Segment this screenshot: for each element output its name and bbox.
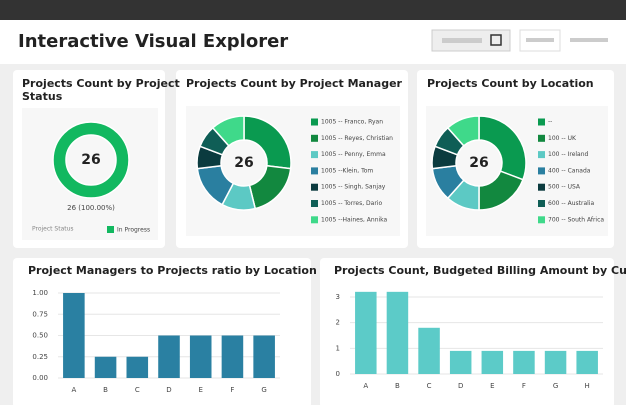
donut-slice: [446, 115, 480, 147]
chart-title: Project Managers to Projects ratio by Lo…: [28, 264, 317, 277]
legend-label: 1005 -- Reyes, Christian: [321, 135, 393, 142]
legend-label: 1005 -- Franco, Ryan: [321, 119, 383, 126]
legend-swatch: [311, 200, 318, 207]
legend-swatch: [311, 183, 318, 191]
bar: [253, 335, 275, 378]
legend-swatch: [538, 134, 545, 142]
legend-label: --: [548, 119, 552, 126]
x-tick-label: B: [395, 382, 400, 390]
bar: [449, 350, 472, 374]
legend-label: 1005 -- Torres, Dario: [321, 200, 382, 207]
legend-label: 600 -- Australia: [548, 200, 594, 207]
legend-label: 500 -- USA: [548, 184, 581, 191]
bar: [63, 293, 85, 378]
y-tick-label: 1: [336, 344, 340, 352]
legend-swatch: [311, 151, 318, 159]
bar: [126, 356, 149, 378]
x-tick-label: C: [427, 382, 432, 390]
top-bar: [0, 0, 626, 20]
y-tick-label: 0: [336, 370, 340, 378]
legend-swatch: [311, 134, 318, 142]
legend-swatch: [538, 200, 545, 207]
data-label: 26 (100.00%): [67, 204, 115, 212]
x-tick-label: C: [135, 386, 140, 394]
placeholder: [570, 38, 608, 42]
chart-title: Projects Count by Location: [427, 77, 594, 90]
donut-total: 26: [234, 155, 253, 171]
x-tick-label: A: [71, 386, 76, 394]
legend-swatch: [538, 118, 545, 126]
legend-swatch: [107, 226, 114, 233]
legend-swatch: [538, 151, 545, 159]
legend-swatch: [538, 183, 545, 191]
bar: [544, 350, 567, 374]
bar: [576, 350, 598, 374]
x-tick-label: D: [458, 382, 463, 390]
donut-total: 26: [81, 152, 100, 168]
donut-slice: [52, 121, 130, 199]
x-tick-label: G: [261, 386, 266, 394]
chart-title: Projects Count, Budgeted Billing Amount …: [334, 264, 626, 277]
legend-title: Project Status: [32, 226, 74, 233]
legend-label: 1005 -- Singh, Sanjay: [321, 184, 386, 191]
donut-slice: [211, 115, 245, 147]
bar: [158, 335, 180, 378]
donut-total: 26: [469, 155, 488, 171]
y-tick-label: 0.00: [32, 374, 48, 382]
legend-label: 400 -- Canada: [548, 167, 591, 174]
legend-label: 100 -- UK: [548, 135, 577, 142]
legend-swatch: [538, 167, 545, 175]
legend-swatch: [311, 167, 318, 175]
x-tick-label: F: [522, 382, 526, 390]
bar: [418, 327, 440, 374]
legend-label: 1005 --Haines, Annika: [321, 216, 388, 223]
legend-swatch: [311, 216, 318, 224]
card: [13, 258, 311, 405]
legend-swatch: [311, 118, 318, 126]
y-tick-label: 1.00: [32, 289, 48, 297]
legend-swatch: [538, 216, 545, 224]
placeholder: [526, 38, 554, 42]
bar: [386, 291, 409, 374]
legend-label: 100 -- Ireland: [548, 151, 589, 158]
placeholder: [442, 38, 482, 43]
legend-label: In Progress: [117, 227, 150, 234]
chart-title: Projects Count by Project Manager: [186, 77, 403, 90]
bar: [221, 335, 244, 378]
y-tick-label: 0.50: [32, 332, 48, 340]
legend-label: 1005 --Klein, Tom: [321, 167, 373, 174]
bar: [513, 350, 535, 374]
y-tick-label: 2: [336, 319, 340, 327]
legend-label: 1005 -- Penny, Emma: [321, 151, 386, 158]
y-tick-label: 0.25: [32, 353, 48, 361]
bar: [189, 335, 212, 378]
x-tick-label: G: [553, 382, 558, 390]
page-title: Interactive Visual Explorer: [18, 31, 288, 52]
legend-label: 700 -- South Africa: [548, 216, 604, 223]
x-tick-label: E: [490, 382, 494, 390]
bar: [481, 350, 504, 374]
y-tick-label: 3: [336, 293, 340, 301]
bar: [94, 356, 117, 378]
y-tick-label: 0.75: [32, 310, 48, 318]
chart-title: Projects Count by Project Status: [22, 77, 180, 103]
x-tick-label: D: [166, 386, 171, 394]
x-tick-label: H: [585, 382, 590, 390]
bar: [355, 291, 377, 374]
x-tick-label: A: [363, 382, 368, 390]
x-tick-label: B: [103, 386, 108, 394]
x-tick-label: E: [198, 386, 202, 394]
calendar-icon: [490, 34, 502, 46]
x-tick-label: F: [230, 386, 234, 394]
